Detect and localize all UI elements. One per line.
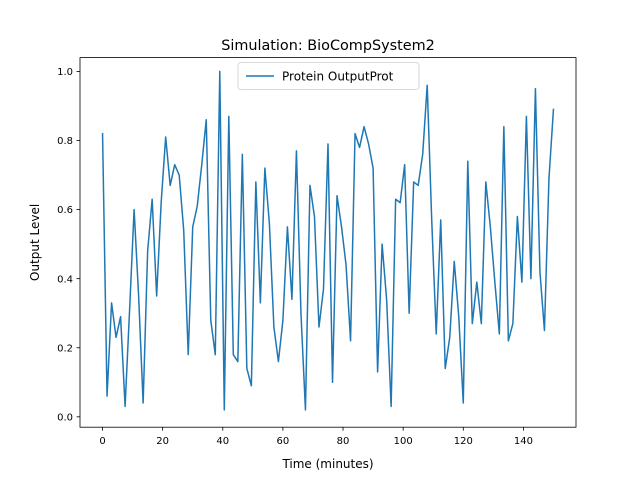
plot-frame [79, 57, 577, 428]
series-layer [101, 70, 555, 411]
x-tick-label: 100 [394, 436, 413, 447]
x-tick-label: 120 [454, 436, 473, 447]
legend: Protein OutputProt [237, 62, 420, 90]
x-axis-ticks: 0 20 40 60 80 100 120 140 [99, 427, 533, 447]
x-tick-label: 80 [337, 436, 350, 447]
y-tick-label: 0.6 [57, 205, 73, 216]
x-tick-label: 40 [216, 436, 229, 447]
plot-area [80, 57, 576, 428]
legend-entry-label: Protein OutputProt [282, 70, 394, 84]
chart-title: Simulation: BioCompSystem2 [221, 38, 435, 54]
y-tick-label: 0.0 [57, 412, 73, 423]
series-line-0 [101, 70, 555, 411]
x-tick-label: 0 [99, 436, 105, 447]
y-tick-label: 0.8 [57, 136, 73, 147]
y-axis-ticks: 0.0 0.2 0.4 0.6 0.8 1.0 [57, 67, 80, 423]
y-tick-label: 0.4 [57, 274, 73, 285]
x-axis-label: Time (minutes) [281, 457, 373, 471]
y-axis-label: Output Level [28, 204, 42, 281]
y-tick-label: 0.2 [57, 343, 73, 354]
x-tick-label: 140 [514, 436, 533, 447]
x-tick-label: 60 [277, 436, 290, 447]
legend-box [237, 62, 420, 90]
x-tick-label: 20 [156, 436, 169, 447]
y-tick-label: 1.0 [57, 67, 73, 78]
